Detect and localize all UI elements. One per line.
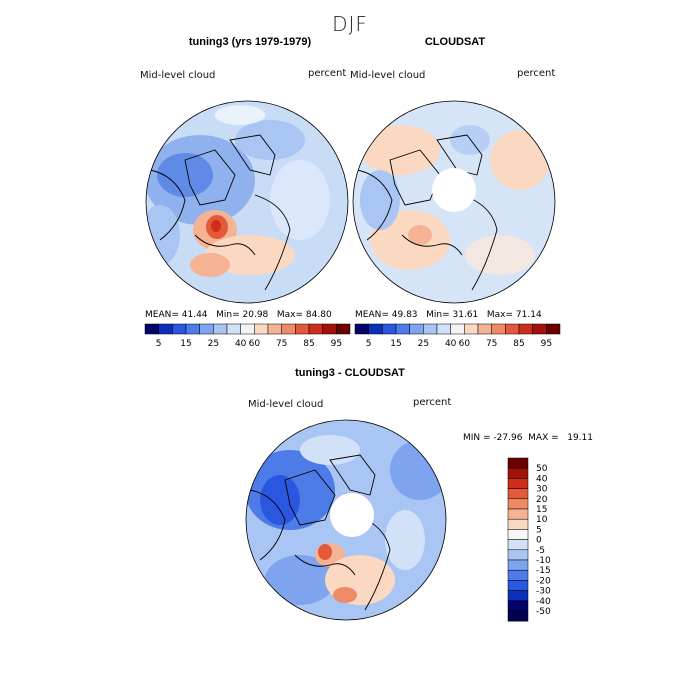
- diff-colorbar-swatch: [507, 467, 529, 479]
- panel1-colorbar-tick: 40: [235, 339, 247, 349]
- panel1-colorbar-tick: 15: [180, 339, 191, 349]
- panel1-colorbar-swatch: [322, 323, 337, 335]
- diff-field: [246, 420, 446, 620]
- panel2-colorbar-swatch: [464, 323, 479, 335]
- panel1-colorbar-swatch: [213, 323, 228, 335]
- panel1-colorbar-swatch: [254, 323, 269, 335]
- panel2-colorbar-swatch: [518, 323, 533, 335]
- panel2-colorbar-tick: 40: [445, 339, 457, 349]
- panel2-colorbar-swatch: [354, 323, 369, 335]
- panel1-colorbar-swatch: [199, 323, 214, 335]
- diff-colorbar-tick: -20: [536, 576, 551, 586]
- diff-colorbar-tick: 50: [536, 464, 548, 474]
- panel2-colorbar-swatch: [546, 323, 561, 335]
- panel2-colorbar-tick: 85: [513, 339, 524, 349]
- panel1-colorbar-swatch: [226, 323, 241, 335]
- diff-colorbar-tick: 0: [536, 536, 542, 546]
- diff-colorbar-swatch: [507, 539, 529, 551]
- diff-title: tuning3 - CLOUDSAT: [295, 367, 405, 379]
- panel1-colorbar-swatch: [158, 323, 173, 335]
- panel1-colorbar-swatch: [308, 323, 323, 335]
- panel2-field: [353, 101, 555, 303]
- panel2-colorbar-swatch: [395, 323, 410, 335]
- panel1-colorbar-swatch: [281, 323, 296, 335]
- panel2-colorbar-swatch: [450, 323, 465, 335]
- panel1-units: percent: [308, 68, 347, 79]
- diff-colorbar-swatch: [507, 610, 529, 622]
- panel2-colorbar: 5 15 25 40 60 75 85 95: [354, 323, 561, 349]
- panel1-colorbar-swatch: [144, 323, 159, 335]
- diff-colorbar-tick: 30: [536, 485, 548, 495]
- diff-colorbar-swatch: [507, 559, 529, 571]
- diff-colorbar-tick: -40: [536, 597, 551, 607]
- diff-colorbar-tick: -10: [536, 556, 551, 566]
- diff-colorbar-swatch: [507, 590, 529, 602]
- diff-colorbar-swatch: [507, 529, 529, 540]
- panel1-colorbar-swatch: [295, 323, 310, 335]
- panel1-field: [146, 101, 348, 303]
- panel1-colorbar-tick: 25: [208, 339, 219, 349]
- diff-colorbar-swatch: [507, 580, 529, 591]
- diff-colorbar-swatch: [507, 498, 529, 510]
- diff-colorbar-tick: -15: [536, 566, 551, 576]
- panel2-colorbar-tick: 15: [390, 339, 401, 349]
- panel1-stats: MEAN= 41.44 Min= 20.98 Max= 84.80: [145, 310, 332, 320]
- diff-units: percent: [413, 397, 452, 408]
- season-title: DJF: [332, 12, 368, 36]
- panel1-colorbar-tick: 5: [156, 339, 162, 349]
- panel1-colorbar-swatch: [267, 323, 282, 335]
- panel2-colorbar-swatch: [505, 323, 520, 335]
- diff-colorbar-swatch: [507, 600, 529, 612]
- panel1-colorbar-swatch: [336, 323, 351, 335]
- panel2-variable: Mid-level cloud: [350, 70, 426, 81]
- diff-colorbar-swatch: [507, 549, 529, 561]
- diff-variable: Mid-level cloud: [248, 399, 324, 410]
- panel2-colorbar-swatch: [423, 323, 438, 335]
- panel1-colorbar-swatch: [240, 323, 255, 335]
- panel1-colorbar-swatch: [172, 323, 187, 335]
- panel1-colorbar-tick: 60: [249, 339, 261, 349]
- diff-colorbar-swatch: [507, 508, 529, 520]
- diff-minmax: MIN = -27.96 MAX = 19.11: [463, 433, 593, 443]
- panel1-colorbar-tick: 95: [331, 339, 342, 349]
- panel1-title: tuning3 (yrs 1979-1979): [188, 36, 312, 48]
- diff-colorbar-tick: -5: [536, 546, 545, 556]
- diff-colorbar-tick: -30: [536, 587, 551, 597]
- panel2-colorbar-tick: 60: [459, 339, 471, 349]
- panel1-colorbar: 5 15 25 40 60 75 85 95: [144, 323, 351, 349]
- diff-colorbar-tick: 20: [536, 495, 548, 505]
- panel2-colorbar-swatch: [436, 323, 451, 335]
- diff-colorbar-swatch: [507, 457, 529, 469]
- panel1-colorbar-swatch: [185, 323, 200, 335]
- panel2-units: percent: [517, 68, 556, 79]
- diff-colorbar-swatch: [507, 569, 529, 581]
- panel2-colorbar-swatch: [532, 323, 547, 335]
- diff-colorbar-tick: -50: [536, 607, 551, 617]
- diff-colorbar-tick: 10: [536, 515, 548, 525]
- diff-colorbar-tick: 15: [536, 505, 547, 515]
- diff-colorbar-tick: 5: [536, 525, 542, 535]
- diff-colorbar-tick: 40: [536, 474, 548, 484]
- panel1-colorbar-tick: 75: [276, 339, 287, 349]
- panel2-colorbar-swatch: [368, 323, 383, 335]
- panel2-colorbar-tick: 25: [418, 339, 429, 349]
- panel1-colorbar-tick: 85: [303, 339, 314, 349]
- panel2-colorbar-swatch: [382, 323, 397, 335]
- panel2-colorbar-tick: 95: [541, 339, 552, 349]
- panel2-colorbar-tick: 75: [486, 339, 497, 349]
- panel2-stats: MEAN= 49.83 Min= 31.61 Max= 71.14: [355, 310, 542, 320]
- diff-colorbar-swatch: [507, 478, 529, 489]
- panel2-colorbar-tick: 5: [366, 339, 372, 349]
- panel2-colorbar-swatch: [477, 323, 492, 335]
- diff-colorbar-swatch: [507, 518, 529, 530]
- panel1-variable: Mid-level cloud: [140, 70, 216, 81]
- diff-colorbar-swatch: [507, 488, 529, 500]
- panel2-title: CLOUDSAT: [424, 36, 486, 48]
- panel2-colorbar-swatch: [409, 323, 424, 335]
- panel2-colorbar-swatch: [491, 323, 506, 335]
